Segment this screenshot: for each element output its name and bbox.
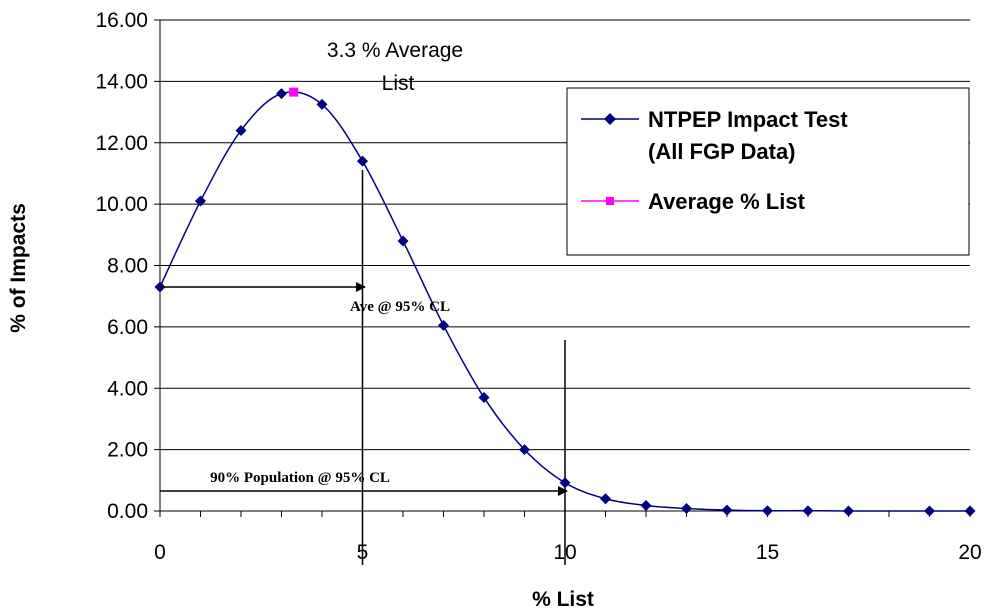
data-point-ntpep [478, 391, 490, 403]
data-point-ntpep [924, 505, 935, 517]
legend-swatch-marker-2 [606, 197, 614, 205]
series-layer [154, 87, 976, 517]
reference-lines [361, 170, 566, 565]
data-point-ntpep [681, 503, 692, 515]
population-cl-annotation: 90% Population @ 95% CL [210, 470, 390, 486]
data-point-ntpep [640, 499, 652, 511]
y-tick-labels: 0.00 2.00 4.00 6.00 8.00 10.00 12.00 14.00 16.00 [95, 9, 148, 523]
data-point-ntpep [195, 195, 206, 207]
x-tick-labels: 05101520 [154, 541, 982, 564]
data-point-ntpep [235, 124, 247, 136]
data-point-ntpep [721, 504, 733, 516]
y-tick-label: 14.00 [95, 70, 148, 93]
data-point-ntpep [438, 319, 449, 331]
data-point-ntpep [276, 88, 287, 100]
y-tick-label: 2.00 [107, 439, 148, 462]
ave-cl-annotation: Ave @ 95% CL [350, 299, 450, 315]
data-point-ntpep [559, 477, 571, 489]
y-tick-label: 4.00 [107, 377, 148, 400]
y-tick-label: 10.00 [95, 193, 148, 216]
y-tick-label: 0.00 [107, 500, 148, 523]
legend-swatch-marker-1 [604, 113, 616, 125]
legend: NTPEP Impact Test (All FGP Data) Average… [566, 87, 970, 256]
legend-label-1-line1: NTPEP Impact Test [648, 107, 848, 132]
data-point-ntpep [600, 493, 611, 505]
data-point-average [289, 87, 299, 97]
legend-box [566, 87, 970, 256]
data-point-ntpep [843, 505, 854, 517]
y-tick-label: 12.00 [95, 132, 148, 155]
data-point-ntpep [762, 505, 773, 517]
data-point-ntpep [316, 98, 328, 110]
y-tick-label: 8.00 [107, 255, 148, 278]
data-point-ntpep [357, 155, 368, 167]
data-point-ntpep [802, 505, 814, 517]
average-annotation-line1: 3.3 % Average [327, 39, 463, 62]
data-point-ntpep [964, 505, 976, 517]
average-annotation-line2: List [382, 72, 415, 95]
legend-label-2: Average % List [648, 189, 806, 214]
x-tick-label: 20 [958, 541, 981, 564]
data-point-ntpep [397, 235, 409, 247]
y-tick-label: 6.00 [107, 316, 148, 339]
y-axis-title: % of Impacts [7, 203, 30, 333]
y-tick-label: 16.00 [95, 9, 148, 32]
legend-label-1-line2: (All FGP Data) [648, 139, 796, 164]
data-point-ntpep [519, 444, 530, 456]
x-tick-label: 15 [756, 541, 779, 564]
x-tick-label: 0 [154, 541, 166, 564]
x-axis-title: % List [532, 588, 594, 611]
